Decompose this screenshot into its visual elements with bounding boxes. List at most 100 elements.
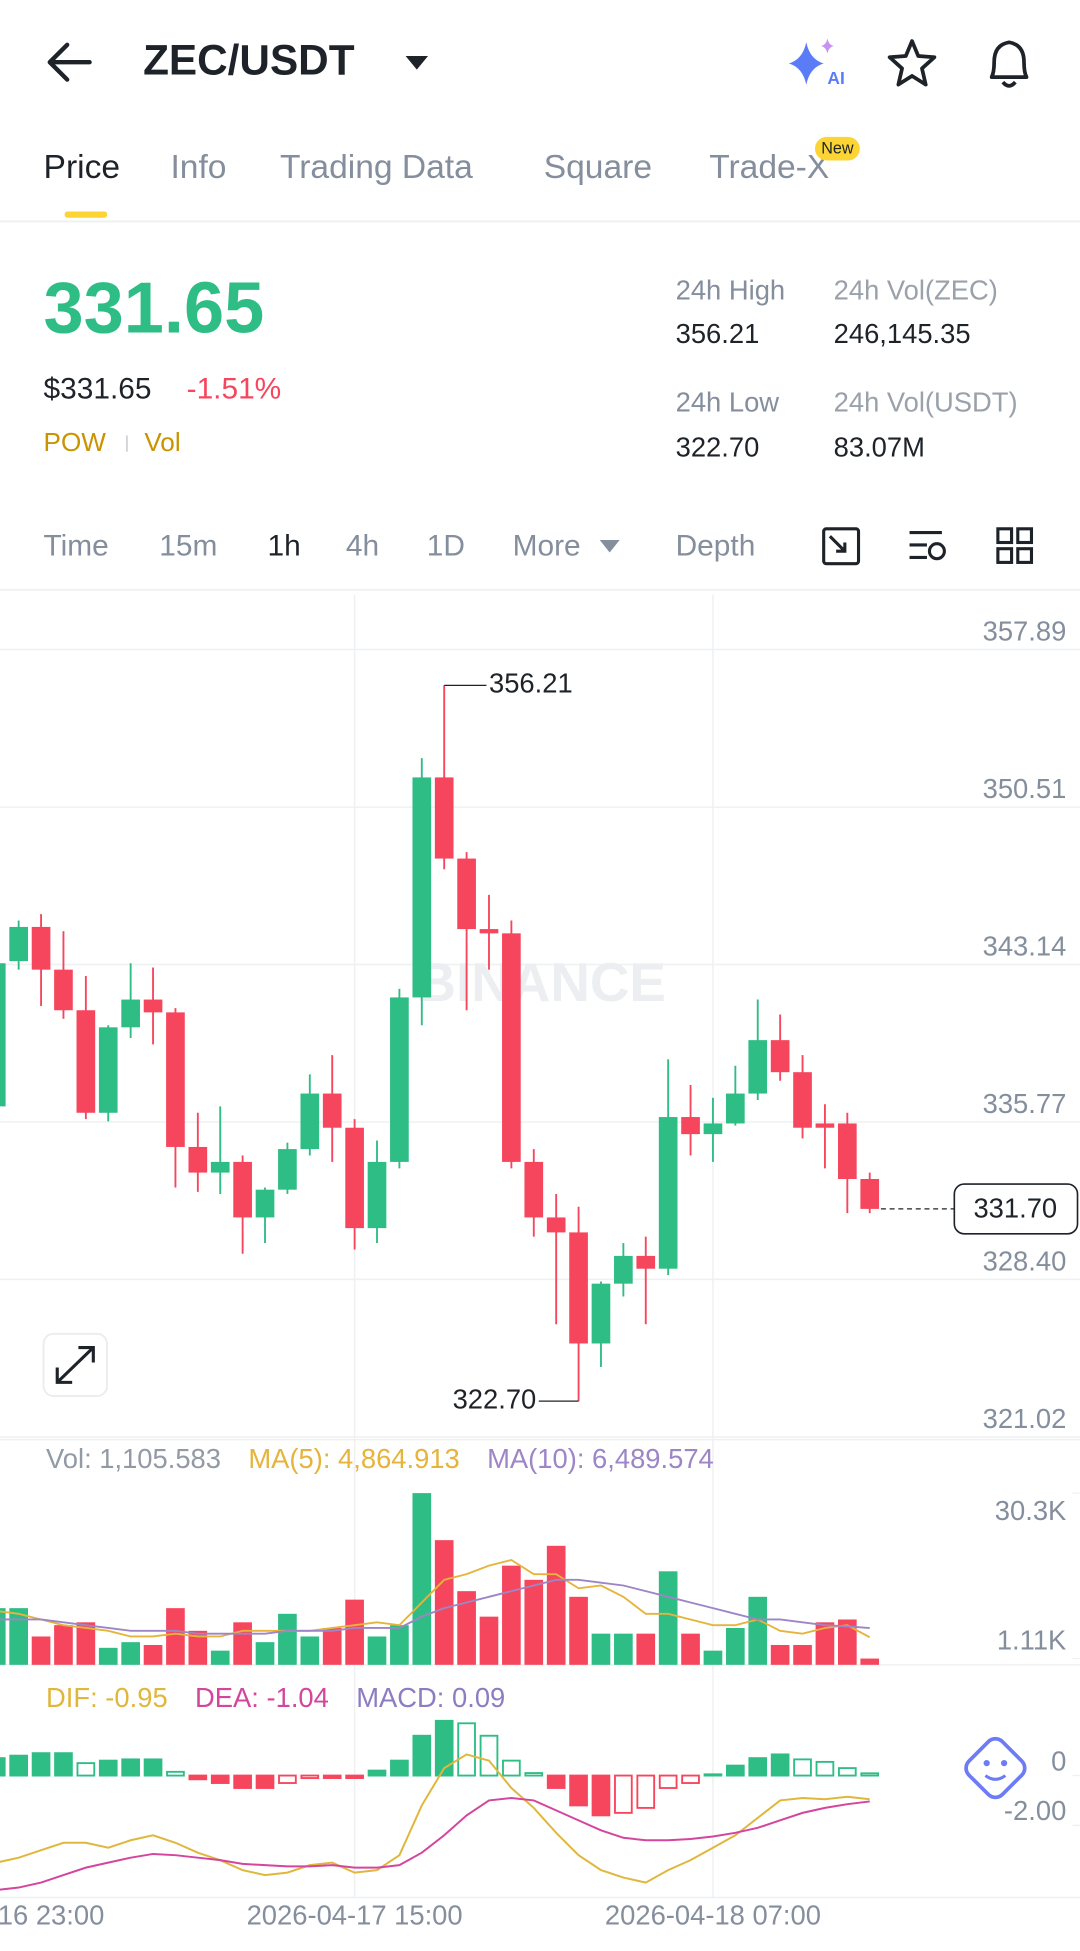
- volume-bar: [54, 1625, 73, 1665]
- volume-bar: [143, 1644, 163, 1665]
- legend-entry: MA(5): 4,864.913: [248, 1443, 459, 1474]
- tab[interactable]: Trading Data: [280, 149, 473, 186]
- stat-value: 246,145.35: [834, 318, 971, 349]
- layout-icon: [1016, 527, 1034, 545]
- volume-bar: [121, 1642, 140, 1665]
- macd-bar: [188, 1774, 208, 1781]
- stat-label: 24h Vol(ZEC): [834, 275, 998, 306]
- layout-icon: [1016, 547, 1034, 564]
- interval[interactable]: 1D: [427, 529, 465, 562]
- interval[interactable]: 4h: [346, 529, 379, 562]
- macd-bar: [322, 1774, 342, 1779]
- candle-body: [457, 858, 476, 930]
- low-label: 322.70: [453, 1383, 537, 1414]
- pair-dropdown[interactable]: [405, 55, 429, 70]
- new-badge: [814, 136, 860, 161]
- volume-bar: [681, 1633, 700, 1665]
- volume-bar: [300, 1636, 320, 1665]
- y-tick-label: 30.3K: [995, 1495, 1066, 1526]
- volume-bar: [188, 1630, 208, 1665]
- y-tick-label: 1.11K: [997, 1625, 1066, 1656]
- interval[interactable]: More: [513, 529, 581, 562]
- candle-body: [569, 1232, 588, 1344]
- candle-body: [143, 999, 163, 1013]
- fullscreen-button[interactable]: [42, 1332, 108, 1397]
- candle-body: [546, 1217, 566, 1233]
- volume-bar: [98, 1647, 118, 1665]
- tag[interactable]: Vol: [144, 427, 180, 457]
- assistant-eye: [1000, 1760, 1008, 1767]
- favorite-button[interactable]: [887, 39, 937, 87]
- last-price: 331.65: [44, 269, 265, 349]
- macd-bar: [748, 1757, 768, 1777]
- volume-bar: [726, 1627, 745, 1665]
- candle-body: [815, 1123, 835, 1128]
- macd-bar: [233, 1774, 252, 1789]
- assistant-button[interactable]: [962, 1735, 1029, 1802]
- tab[interactable]: Info: [170, 149, 226, 186]
- macd-bar: [255, 1774, 275, 1789]
- ai-sparkle-small: [821, 38, 834, 54]
- volume-bar: [502, 1565, 521, 1665]
- volume-bar: [322, 1627, 342, 1665]
- pair-title[interactable]: ZEC/USDT: [143, 37, 355, 84]
- candle-body: [793, 1072, 812, 1128]
- tab[interactable]: Trade-X: [709, 149, 829, 186]
- tab[interactable]: Price: [44, 149, 121, 186]
- layout-icon[interactable]: [996, 527, 1014, 545]
- macd-bar: [636, 1774, 656, 1809]
- candle-body: [98, 1027, 118, 1113]
- macd-bar: [591, 1774, 611, 1817]
- volume-bar: [793, 1644, 812, 1665]
- macd-bar: [412, 1734, 432, 1777]
- assistant-mouth: [984, 1774, 1007, 1781]
- candle-body: [591, 1283, 611, 1344]
- alert-button[interactable]: [989, 40, 1029, 88]
- interval[interactable]: 1h: [268, 529, 301, 562]
- volume-bar: [636, 1633, 656, 1665]
- interval[interactable]: Time: [44, 529, 109, 562]
- macd-bar: [614, 1774, 633, 1814]
- ma-line: [0, 1578, 870, 1635]
- ai-button[interactable]: AI: [788, 38, 845, 89]
- macd-bar: [98, 1759, 118, 1777]
- macd-bar: [143, 1758, 163, 1777]
- volume-bar: [367, 1636, 387, 1665]
- macd-bar: [434, 1719, 454, 1777]
- candle-body: [9, 926, 28, 962]
- settings-icon[interactable]: [909, 530, 942, 559]
- macd-bar: [390, 1759, 409, 1777]
- tag[interactable]: POW: [44, 427, 107, 457]
- candle-body: [166, 1012, 185, 1147]
- tab[interactable]: Square: [544, 149, 652, 186]
- macd-bar: [681, 1774, 700, 1784]
- macd-bar: [278, 1774, 297, 1784]
- interval[interactable]: Depth: [676, 529, 756, 562]
- watermark: BINANCE: [417, 951, 666, 1013]
- indicator-button[interactable]: [822, 527, 861, 566]
- back-button[interactable]: [47, 42, 92, 82]
- stat-label: 24h Low: [676, 387, 780, 418]
- candle-body: [54, 969, 73, 1011]
- fullscreen-icon: [55, 1345, 95, 1384]
- macd-line: [0, 1796, 870, 1891]
- stat-value: 356.21: [676, 318, 760, 349]
- candle-body: [255, 1189, 275, 1218]
- new-badge-text: New: [821, 140, 854, 158]
- indicator-icon: [828, 535, 847, 553]
- candle-body: [770, 1040, 790, 1073]
- bell-icon: [989, 40, 1029, 88]
- macd-bar: [837, 1767, 857, 1777]
- candle-body: [524, 1161, 544, 1218]
- macd-bar: [300, 1774, 320, 1779]
- legend-entry: MACD: 0.09: [356, 1682, 505, 1713]
- x-tick-label: 2026-04-18 07:00: [605, 1900, 821, 1931]
- back-icon: [47, 42, 92, 82]
- more-dropdown[interactable]: [599, 540, 620, 553]
- candle-body: [233, 1161, 252, 1218]
- interval[interactable]: 15m: [159, 529, 217, 562]
- volume-bar: [166, 1608, 185, 1665]
- x-tick-label: 2026-04-17 15:00: [247, 1900, 463, 1931]
- volume-bar: [479, 1616, 499, 1665]
